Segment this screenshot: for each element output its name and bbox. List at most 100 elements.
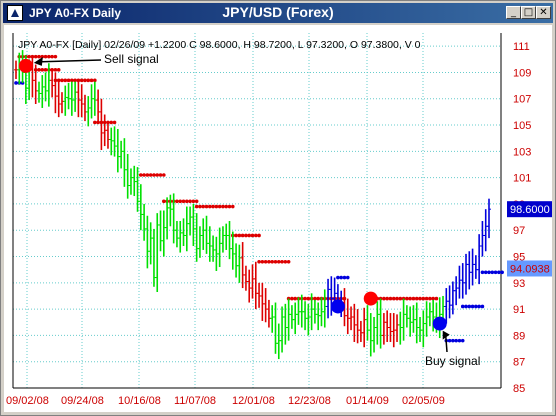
stop-dot	[286, 259, 291, 264]
sell-signal-arrowhead	[33, 56, 43, 66]
stop-dot	[431, 296, 435, 301]
price-chart[interactable]: 111109107105103101999795939189878509/02/…	[4, 25, 552, 412]
stop-dot	[270, 259, 275, 264]
minimize-button[interactable]: _	[506, 6, 521, 19]
x-tick-label: 01/14/09	[346, 395, 389, 407]
y-tick-label: 105	[513, 120, 531, 132]
price-label-text: 94.0938	[510, 263, 550, 275]
y-tick-label: 93	[513, 278, 525, 290]
y-tick-label: 109	[513, 67, 531, 79]
stop-dot	[464, 304, 468, 309]
stop-dots	[14, 54, 504, 343]
stop-dot	[388, 296, 393, 301]
y-tick-label: 97	[513, 225, 525, 237]
price-label-box	[507, 201, 552, 218]
stop-dot	[175, 199, 179, 204]
stop-dot	[93, 78, 97, 83]
close-button[interactable]: ✕	[536, 6, 551, 19]
sell-signal-label: Sell signal	[104, 52, 159, 66]
stop-dot	[14, 81, 18, 85]
title-bar[interactable]: JPY A0-FX Daily JPY/USD (Forex) _ □ ✕	[3, 3, 553, 23]
buy-signal-arrow	[444, 335, 448, 353]
chart-area[interactable]: 111109107105103101999795939189878509/02/…	[4, 25, 552, 412]
stop-dot	[411, 296, 416, 301]
stop-dot	[63, 78, 68, 83]
stop-dot	[73, 78, 77, 83]
stop-dot	[342, 275, 347, 280]
stop-dot	[221, 204, 225, 209]
stop-dot	[53, 68, 58, 72]
stop-dot	[70, 78, 74, 83]
stop-dot	[382, 296, 386, 301]
stop-dot	[244, 233, 248, 238]
price-bars	[14, 50, 491, 360]
stop-dot	[451, 338, 455, 343]
maximize-button[interactable]: □	[521, 6, 536, 19]
stop-dot	[290, 296, 294, 301]
stop-dot	[477, 304, 481, 309]
stop-dot	[237, 233, 242, 238]
stop-dot	[47, 54, 51, 59]
stop-dot	[191, 199, 196, 204]
stop-dot	[194, 199, 199, 204]
stop-dot	[198, 204, 202, 209]
stop-dot	[145, 173, 150, 177]
stop-dot	[204, 204, 209, 209]
x-tick-label: 12/01/08	[232, 395, 275, 407]
price-label-text: 98.6000	[510, 204, 550, 216]
stop-dot	[460, 304, 465, 309]
price-label-box	[507, 260, 552, 277]
chart-title: JPY/USD (Forex)	[222, 4, 334, 20]
stop-dot	[398, 296, 403, 301]
stop-dot	[313, 296, 317, 301]
stop-dot	[109, 120, 114, 125]
stop-dot	[50, 54, 54, 59]
stop-dot	[306, 296, 311, 301]
stop-dot	[224, 204, 229, 209]
stop-dot	[247, 233, 252, 238]
x-tick-label: 12/23/08	[288, 395, 331, 407]
stop-dot	[257, 259, 261, 264]
stop-dot	[181, 199, 186, 204]
stop-dot	[428, 296, 432, 301]
y-tick-label: 111	[513, 41, 530, 53]
stop-dot	[240, 233, 245, 238]
stop-dot	[497, 270, 501, 275]
stop-dot	[27, 54, 31, 59]
stop-dot	[395, 296, 399, 301]
stop-dot	[470, 304, 475, 309]
stop-dot	[467, 304, 472, 309]
y-tick-label: 101	[513, 173, 531, 185]
sell-signal-arrow	[37, 59, 102, 63]
stop-dot	[316, 296, 320, 301]
stop-dot	[263, 259, 268, 264]
stop-dot	[421, 296, 426, 301]
stop-dot	[40, 54, 45, 59]
stop-dot	[56, 78, 61, 83]
stop-dot	[414, 296, 419, 301]
stop-dot	[207, 204, 212, 209]
y-tick-label: 85	[513, 383, 525, 395]
stop-dot	[457, 338, 462, 343]
stop-dot	[185, 199, 189, 204]
app-triangle-icon[interactable]	[7, 5, 23, 21]
stop-dot	[89, 78, 94, 83]
stop-dot	[155, 173, 160, 177]
stop-dot	[293, 296, 298, 301]
stop-dot	[267, 259, 271, 264]
stop-dot	[253, 233, 258, 238]
stop-dot	[201, 204, 206, 209]
stop-dot	[37, 54, 41, 59]
stop-dot	[66, 78, 71, 83]
stop-dot	[188, 199, 192, 204]
stop-dot	[454, 338, 458, 343]
stop-dot	[490, 270, 495, 275]
stop-dot	[434, 296, 439, 301]
stop-dot	[214, 204, 219, 209]
stop-dot	[56, 68, 61, 72]
stop-dot	[152, 173, 156, 177]
stop-dot	[148, 173, 153, 177]
window-title: JPY A0-FX Daily	[29, 6, 122, 20]
stop-dot	[408, 296, 412, 301]
stop-dot	[162, 173, 166, 177]
